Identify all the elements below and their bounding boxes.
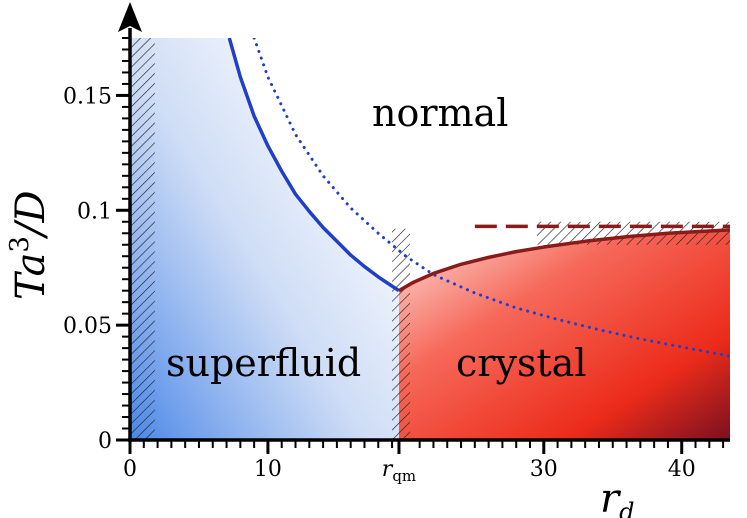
region-label-crystal: crystal	[456, 341, 587, 385]
superfluid-region	[130, 38, 399, 440]
x-tick-label-1: 10	[254, 457, 282, 482]
hatched-band-1	[392, 228, 410, 440]
series-line-solid-blue	[227, 38, 400, 293]
x-axis-label-sub: d	[619, 498, 634, 518]
y-axis-arrow-icon	[118, 2, 142, 32]
y-tick-label-3: 0.15	[63, 84, 112, 109]
series-layer	[227, 38, 730, 358]
x-tick-label-2: rqm	[382, 457, 416, 485]
series-line-dotted-blue	[252, 38, 730, 358]
crystal-region	[398, 229, 730, 440]
y-axis-label-sup: 3	[5, 236, 35, 253]
region-label-superfluid: superfluid	[166, 341, 361, 385]
x-tick-label-3: 30	[530, 457, 558, 482]
x-tick-label-0: 0	[123, 457, 137, 482]
regions-layer	[130, 38, 730, 440]
x-tick-label-4: 40	[668, 457, 696, 482]
y-axis-label-prefix: Ta	[8, 253, 54, 300]
y-axis-label: Ta3/D	[5, 190, 54, 300]
hatched-band-0	[130, 38, 155, 440]
x-axis-label: rd	[600, 476, 635, 518]
x-axis-label-main: r	[600, 476, 622, 518]
y-axis-label-suffix: /D	[8, 190, 54, 240]
axes-layer: 0 10 rqm 30 40 0 0.05 0.1 0.15	[63, 2, 730, 485]
x-tick-label-main: r	[382, 457, 394, 482]
y-tick-label-1: 0.05	[63, 314, 112, 339]
series-line-solid-darkred	[398, 228, 730, 293]
x-tick-label-sub: qm	[392, 467, 416, 485]
y-tick-label-2: 0.1	[77, 199, 112, 224]
y-tick-label-0: 0	[98, 429, 112, 454]
region-label-normal: normal	[372, 91, 508, 135]
